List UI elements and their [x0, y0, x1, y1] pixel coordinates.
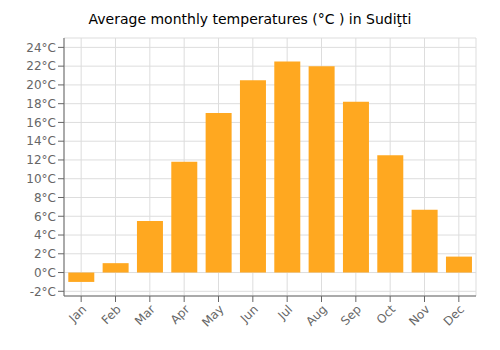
svg-text:Aug: Aug — [303, 302, 329, 328]
svg-text:6°C: 6°C — [34, 210, 56, 224]
svg-text:0°C: 0°C — [34, 266, 56, 280]
svg-text:Jul: Jul — [274, 302, 295, 323]
svg-text:Sep: Sep — [338, 302, 364, 328]
svg-text:14°C: 14°C — [26, 134, 56, 148]
svg-text:Mar: Mar — [132, 302, 158, 328]
svg-text:20°C: 20°C — [26, 78, 56, 92]
svg-text:Nov: Nov — [406, 302, 432, 328]
html-text:Average monthly temperatures (: Average monthly temperatures (°C ) in Su… — [88, 11, 412, 27]
svg-text:Oct: Oct — [374, 302, 399, 327]
svg-text:4°C: 4°C — [34, 228, 56, 242]
svg-text:18°C: 18°C — [26, 97, 56, 111]
svg-text:12°C: 12°C — [26, 153, 56, 167]
svg-text:10°C: 10°C — [26, 172, 56, 186]
svg-text:Jun: Jun — [237, 302, 261, 326]
svg-text:Dec: Dec — [441, 302, 467, 328]
svg-text:Apr: Apr — [168, 302, 193, 327]
svg-text:16°C: 16°C — [26, 116, 56, 130]
svg-text:Jan: Jan — [66, 302, 90, 326]
svg-text:2°C: 2°C — [34, 247, 56, 261]
svg-text:Feb: Feb — [99, 302, 124, 327]
svg-text:-2°C: -2°C — [30, 285, 56, 299]
svg-text:24°C: 24°C — [26, 41, 56, 55]
svg-text:8°C: 8°C — [34, 191, 56, 205]
svg-text:22°C: 22°C — [26, 59, 56, 73]
svg-text:May: May — [199, 302, 226, 329]
